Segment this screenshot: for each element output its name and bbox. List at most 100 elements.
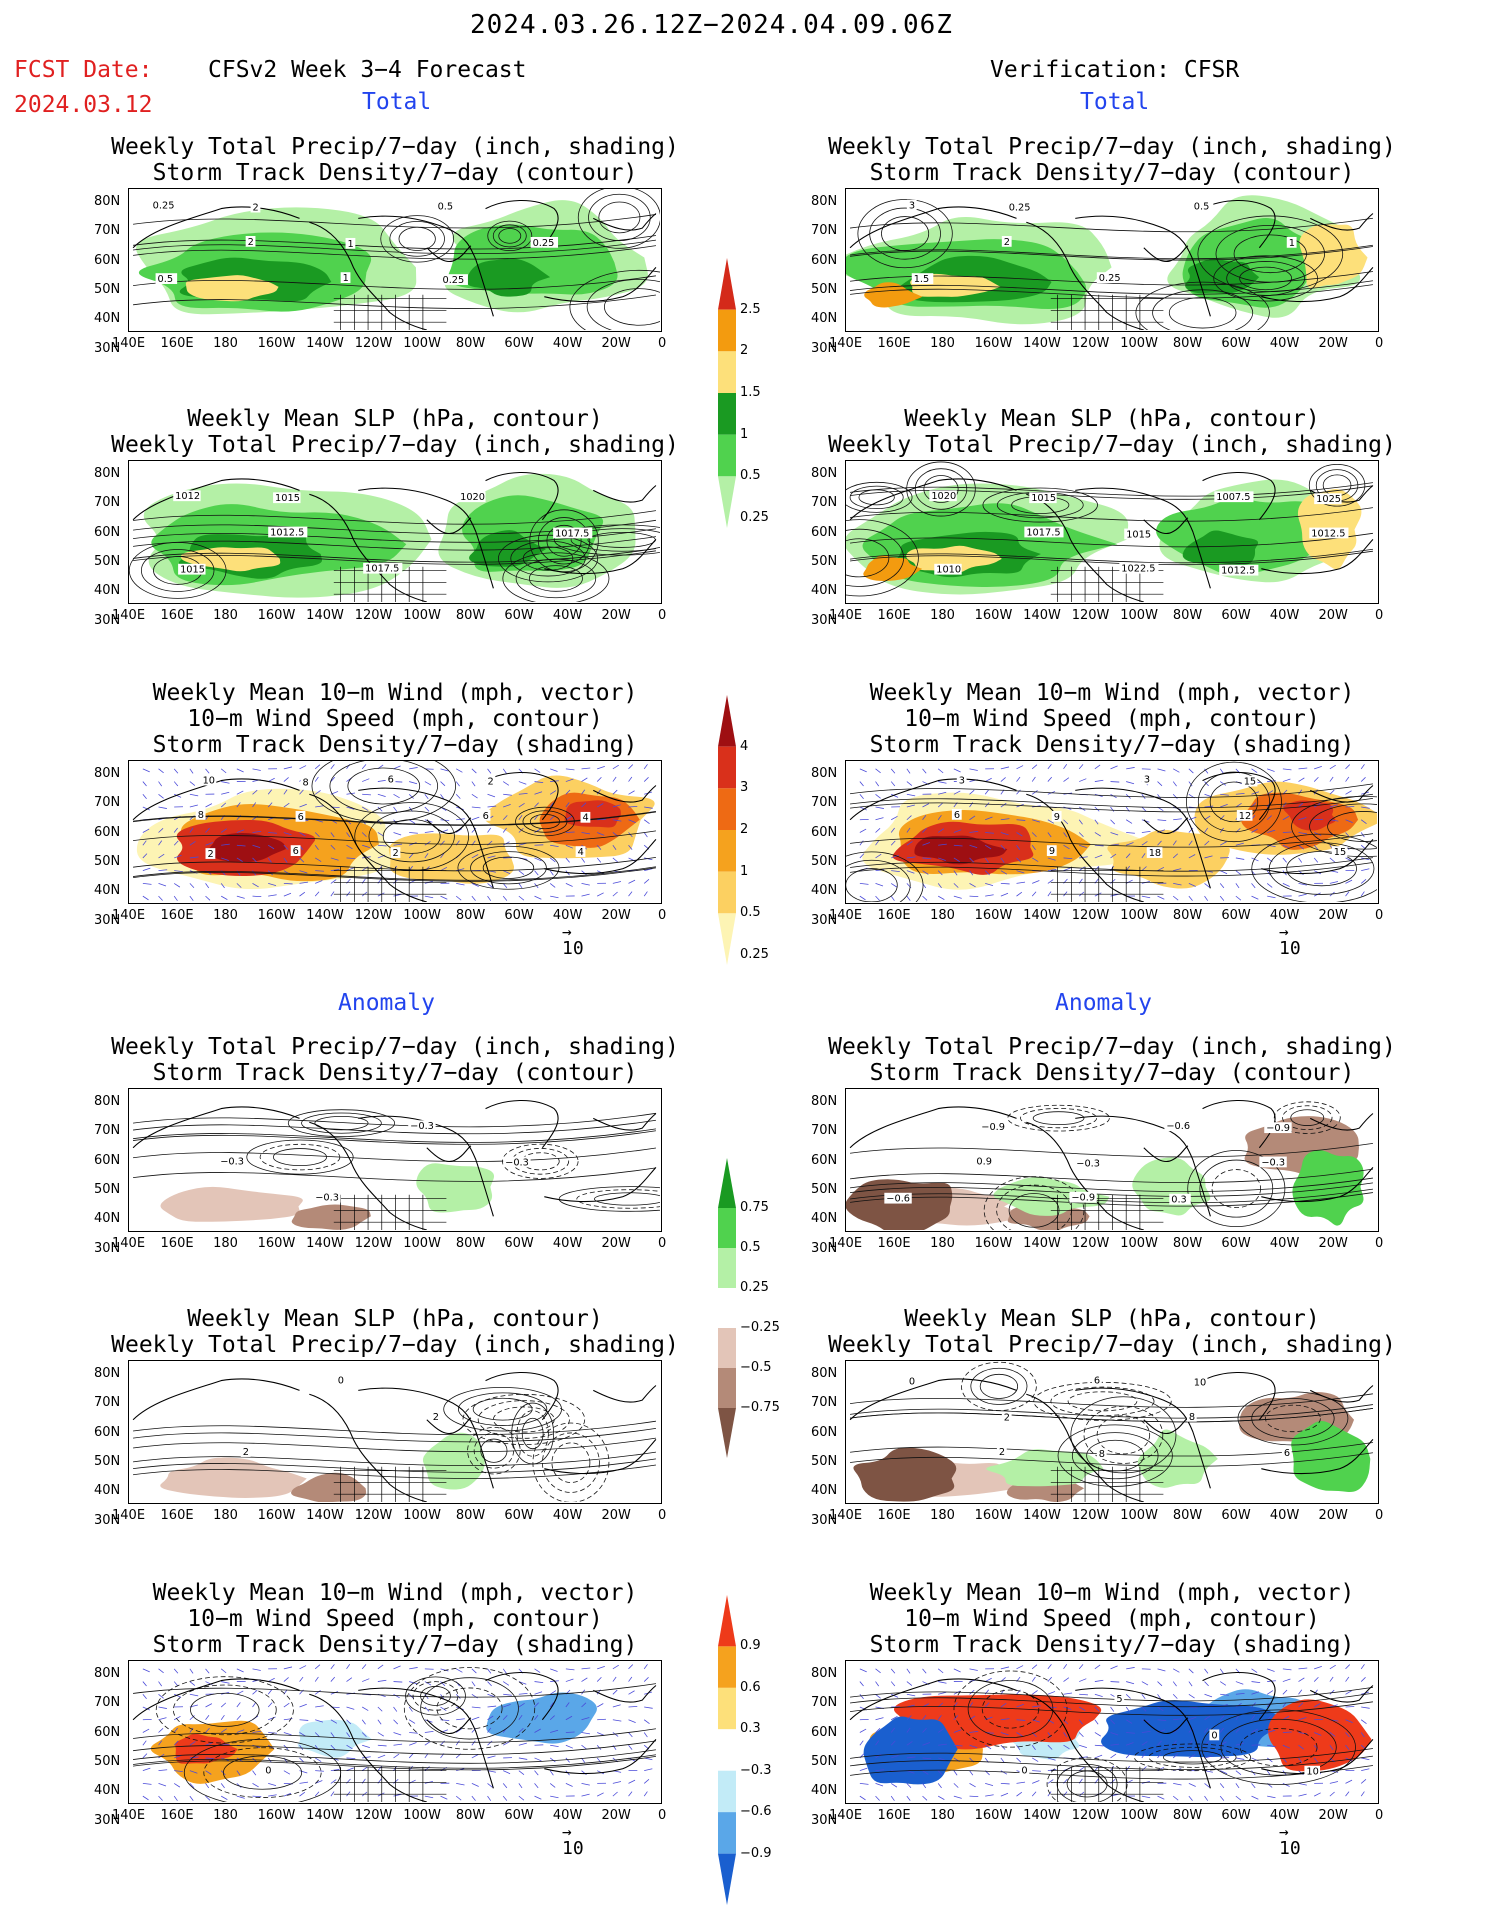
lon-tick-label: 180 — [930, 1508, 955, 1523]
contour-label: 2 — [243, 1447, 249, 1458]
lat-tick-label: 50N — [94, 553, 121, 569]
lon-tick-label: 160W — [257, 1808, 296, 1823]
lon-tick-label: 100W — [1120, 1508, 1158, 1523]
colorbar-segment — [718, 1288, 736, 1328]
lat-tick-label: 60N — [811, 824, 838, 840]
colorbar-segment — [718, 1408, 736, 1458]
lat-tick-label: 30N — [811, 1812, 838, 1828]
contour-label: 4 — [578, 847, 584, 858]
lon-tick-label: 160E — [877, 336, 911, 351]
panel-title-line: Weekly Mean 10−m Wind (mph, vector) — [869, 1580, 1355, 1606]
colorbar-segment — [718, 1158, 736, 1208]
panel-title-line: Weekly Total Precip/7−day (inch, shading… — [828, 432, 1396, 458]
colorbar-label: 2.5 — [740, 301, 761, 317]
lon-tick-label: 0 — [1375, 336, 1384, 351]
panel-title: Weekly Total Precip/7−day (inch, shading… — [815, 1034, 1409, 1086]
lon-tick-label: 140W — [1023, 1808, 1061, 1823]
contour-label: 8 — [1189, 1412, 1195, 1423]
colorbar-label: 1 — [740, 863, 749, 879]
lon-tick-label: 60W — [504, 1808, 534, 1823]
lon-tick-label: 160E — [877, 908, 911, 923]
lon-tick-label: 140W — [1023, 1236, 1061, 1251]
lon-tick-label: 180 — [213, 608, 238, 623]
map-panel: 0 5 0 10 — [845, 1660, 1379, 1804]
lon-tick-label: 100W — [403, 336, 441, 351]
lon-tick-label: 120W — [354, 1808, 393, 1823]
lat-tick-label: 30N — [811, 912, 838, 928]
contour-label: 8 — [1099, 1449, 1105, 1460]
contour-label: 1020 — [931, 491, 956, 502]
lat-tick-label: 40N — [94, 1483, 121, 1499]
colorbar-label: 0.6 — [740, 1679, 761, 1695]
lon-tick-label: 80W — [1172, 1236, 1203, 1251]
colorbar-label: −0.6 — [740, 1804, 772, 1820]
map-panel: 1020 1017.5 1022.5 1007.5 1012.5 1010 1015 1015… — [845, 460, 1379, 604]
lon-tick-label: 0 — [658, 608, 667, 623]
contour-label: 0.5 — [1194, 202, 1210, 213]
lat-tick-label: 80N — [94, 766, 121, 781]
lon-tick-label: 20W — [1318, 336, 1348, 351]
lon-tick-label: 60W — [1221, 1236, 1251, 1251]
colorbar-segment — [718, 434, 736, 477]
lat-tick-label: 40N — [94, 1783, 121, 1799]
forecast-total-label: Total — [362, 89, 432, 115]
lat-tick-label: 70N — [94, 223, 121, 239]
lat-tick-label: 70N — [811, 1695, 838, 1711]
lat-tick-label: 80N — [94, 1094, 121, 1109]
colorbar-segment — [718, 788, 736, 830]
lat-tick-label: 80N — [811, 766, 838, 781]
contour-label: 6 — [1094, 1376, 1100, 1387]
contour-label: −0.9 — [981, 1122, 1005, 1133]
contour-label: 0.5 — [158, 274, 174, 285]
lon-tick-label: 160E — [877, 1508, 911, 1523]
contour-label: 6 — [1284, 1448, 1290, 1459]
panel-title-line: 10−m Wind Speed (mph, contour) — [187, 706, 603, 732]
lon-tick-label: 0 — [658, 1808, 667, 1823]
colorbar-label: 3 — [740, 780, 749, 796]
lon-tick-label: 160W — [257, 1508, 296, 1523]
lon-tick-label: 0 — [1375, 1508, 1384, 1523]
contour-label: 9 — [1049, 846, 1055, 857]
contour-label: 1 — [1289, 238, 1295, 249]
colorbar-segment — [718, 258, 736, 310]
contour-label: 3 — [959, 776, 965, 787]
lon-tick-label: 140W — [306, 1808, 344, 1823]
lon-tick-label: 0 — [1375, 1236, 1384, 1251]
lon-tick-label: 20W — [601, 1236, 631, 1251]
lon-tick-label: 160W — [257, 336, 296, 351]
map-panel: 0.25 2 1 0.5 0.25 0.5 2 1 0.25 — [128, 188, 662, 332]
contour-label: 1012.5 — [270, 527, 304, 538]
vector-reference-value: 10 — [1279, 938, 1301, 959]
lon-tick-label: 180 — [930, 908, 955, 923]
contour-label: −0.3 — [1261, 1157, 1285, 1168]
colorbar-label: 1 — [740, 426, 749, 442]
contour-label: 0.25 — [442, 275, 464, 286]
lat-tick-label: 60N — [811, 1152, 838, 1168]
contour-label: 6 — [954, 810, 960, 821]
lon-tick-label: 140W — [1023, 608, 1061, 623]
colorbar-segment — [718, 1770, 736, 1813]
contour-label: 1010 — [936, 565, 961, 576]
contour-label: 0.25 — [1099, 273, 1121, 284]
contour-label: 1015 — [1031, 493, 1056, 504]
lat-tick-label: 80N — [811, 1366, 838, 1381]
colorbar-segment — [718, 830, 736, 872]
lon-tick-label: 60W — [1221, 1808, 1251, 1823]
colorbar-segment — [718, 1368, 736, 1408]
panel-title: Weekly Mean SLP (hPa, contour) Weekly Tot… — [815, 406, 1409, 458]
lon-tick-label: 40W — [1269, 1508, 1300, 1523]
lon-tick-label: 120W — [1071, 608, 1110, 623]
lon-tick-label: 20W — [601, 1808, 631, 1823]
contour-label: 0 — [265, 1766, 271, 1777]
lon-tick-label: 0 — [658, 1236, 667, 1251]
lon-tick-label: 20W — [601, 908, 631, 923]
panel-title-line: Storm Track Density/7−day (contour) — [152, 1060, 638, 1086]
contour-label: −0.3 — [505, 1157, 529, 1168]
lon-tick-label: 80W — [455, 908, 486, 923]
lon-tick-label: 160E — [160, 1236, 194, 1251]
colorbar-label: −0.3 — [740, 1762, 772, 1778]
lon-tick-label: 20W — [601, 336, 631, 351]
lon-tick-label: 100W — [1120, 1808, 1158, 1823]
colorbar-label: 0.9 — [740, 1638, 761, 1654]
lon-tick-label: 80W — [455, 608, 486, 623]
